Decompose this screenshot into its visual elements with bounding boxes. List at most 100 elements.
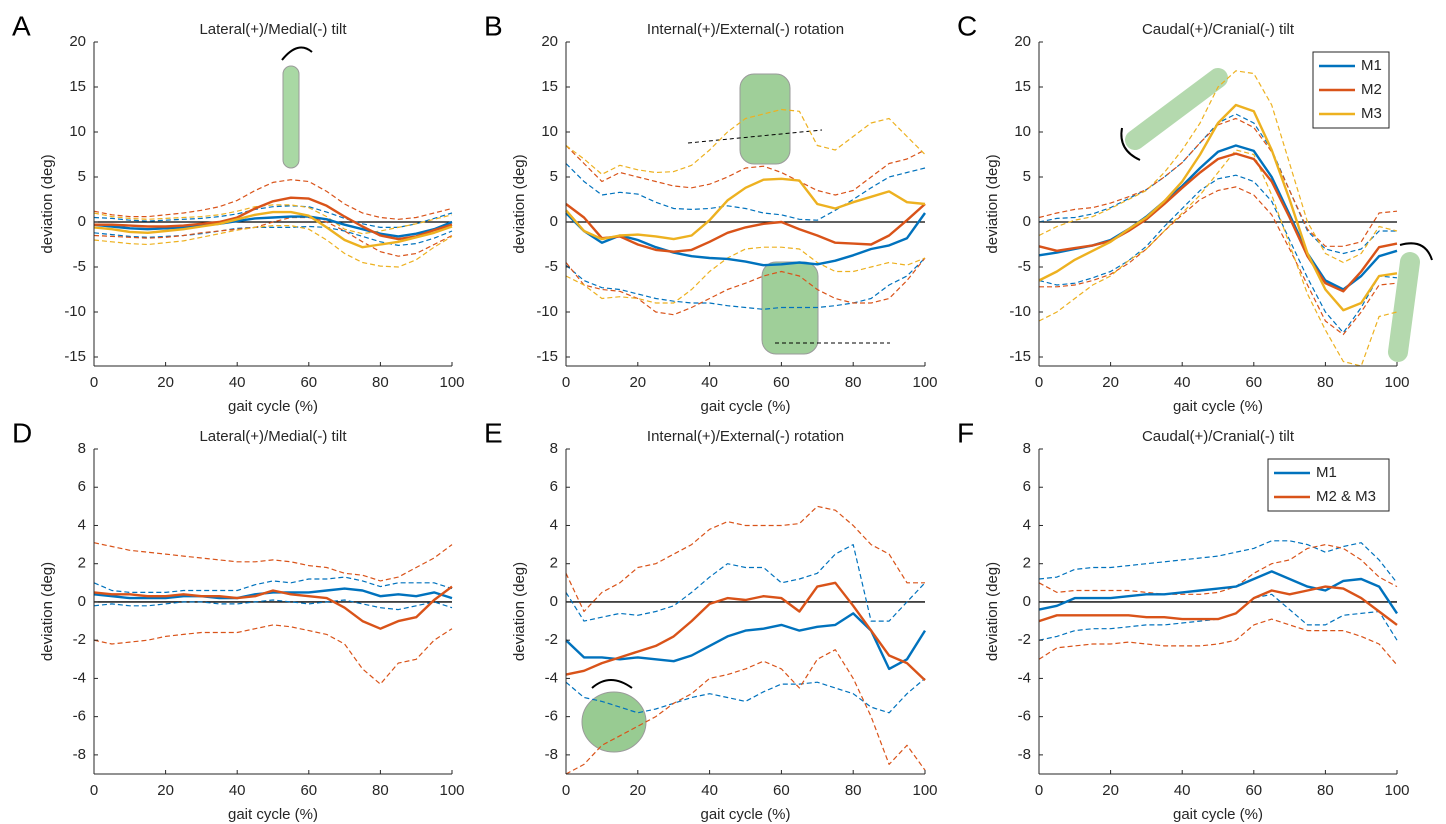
mean-line [565,212,926,267]
bound-line [565,649,926,775]
y-tick-label: -6 [545,708,558,725]
y-tick-label: 5 [1023,168,1031,185]
bound-line [93,179,453,220]
x-tick-label: 80 [1317,374,1334,391]
bound-line [1038,149,1398,367]
mean-line [1038,144,1398,291]
y-tick-label: -4 [73,669,86,686]
bound-line [93,216,453,257]
y-tick-label: 8 [550,440,558,457]
bound-line [565,145,926,196]
x-tick-label: 40 [229,782,246,799]
x-tick-label: 40 [1174,374,1191,391]
x-tick-label: 20 [157,782,174,799]
x-tick-label: 40 [1174,782,1191,799]
panel-letter: D [12,417,32,448]
y-tick-label: 4 [1023,516,1031,533]
y-tick-label: -8 [1018,746,1031,763]
mean-line [1038,585,1398,626]
y-tick-label: -2 [545,631,558,648]
bound-line [1038,540,1398,584]
bound-line [93,225,453,246]
bound-line [565,677,926,714]
y-tick-label: -4 [545,669,558,686]
bound-line [93,205,453,228]
y-tick-label: 8 [78,440,86,457]
y-tick-label: -5 [1018,258,1031,275]
bone-icon [1125,68,1228,150]
y-tick-label: -5 [545,258,558,275]
x-tick-label: 0 [90,782,98,799]
bound-line [565,257,926,316]
y-tick-label: -6 [1018,708,1031,725]
bone-icon [739,73,791,165]
bound-line [565,544,926,622]
x-tick-label: 20 [157,374,174,391]
y-tick-label: 20 [1014,33,1031,50]
legend: M1 M2 & M3 [1267,458,1390,512]
bound-line [93,599,453,611]
x-tick-label: 100 [1384,782,1409,799]
x-tick-label: 80 [1317,782,1334,799]
y-tick-label: 4 [78,516,86,533]
x-tick-label: 60 [300,374,317,391]
panel-letter: C [957,10,977,41]
y-axis-label: deviation (deg) [39,562,56,661]
y-tick-label: 0 [78,593,86,610]
legend-label: M3 [1361,105,1382,122]
y-tick-label: 0 [550,593,558,610]
bound-line [565,257,926,310]
panel-letter: F [957,417,974,448]
y-tick-label: -4 [1018,669,1031,686]
bound-line [1038,618,1398,666]
bound-line [1038,174,1398,334]
y-tick-label: -15 [64,348,86,365]
y-tick-label: 2 [1023,555,1031,572]
y-tick-label: -2 [1018,631,1031,648]
legend: M1 M2 M3 [1312,51,1390,129]
y-tick-label: 15 [541,78,558,95]
bound-line [1038,113,1397,255]
x-tick-label: 40 [701,782,718,799]
x-axis-label: gait cycle (%) [1173,398,1263,415]
y-tick-label: 2 [78,555,86,572]
y-axis-label: deviation (deg) [984,562,1001,661]
y-tick-label: 5 [550,168,558,185]
y-axis-label: deviation (deg) [984,154,1001,253]
mean-line [1038,103,1398,312]
x-tick-label: 20 [629,782,646,799]
x-tick-label: 20 [629,374,646,391]
x-tick-label: 60 [773,782,790,799]
y-tick-label: 2 [550,555,558,572]
legend-label: M1 [1361,57,1382,74]
legend-label: M1 [1316,464,1337,481]
reference-line [687,129,823,144]
x-axis-label: gait cycle (%) [700,806,790,823]
panel: B Internal(+)/External(-) rotation gait cy… [484,10,938,415]
y-tick-label: 20 [541,33,558,50]
rotation-arrow [1399,242,1433,261]
bound-line [1038,117,1398,247]
bound-line [565,505,925,613]
y-tick-label: 0 [78,213,86,230]
panel: A Lateral(+)/Medial(-) tilt gait cycle (%)… [12,10,465,415]
mean-line [565,177,926,241]
legend-label: M2 [1361,81,1382,98]
x-tick-label: 100 [439,374,464,391]
x-tick-label: 0 [562,374,570,391]
y-tick-label: 0 [1023,213,1031,230]
panel: D Lateral(+)/Medial(-) tilt gait cycle (%)… [12,417,465,823]
x-tick-label: 20 [1102,374,1119,391]
bound-line [1038,70,1398,264]
y-tick-label: 5 [78,168,86,185]
legend-box [1267,458,1390,512]
x-tick-label: 20 [1102,782,1119,799]
panel-letter: B [484,10,503,41]
y-tick-label: -6 [73,708,86,725]
bone-illustrations [281,46,1433,753]
y-tick-label: -8 [73,746,86,763]
chart-title: Lateral(+)/Medial(-) tilt [199,428,347,445]
chart-title: Caudal(+)/Cranial(-) tilt [1142,428,1295,445]
chart-title: Internal(+)/External(-) rotation [647,21,844,38]
x-axis-label: gait cycle (%) [228,806,318,823]
